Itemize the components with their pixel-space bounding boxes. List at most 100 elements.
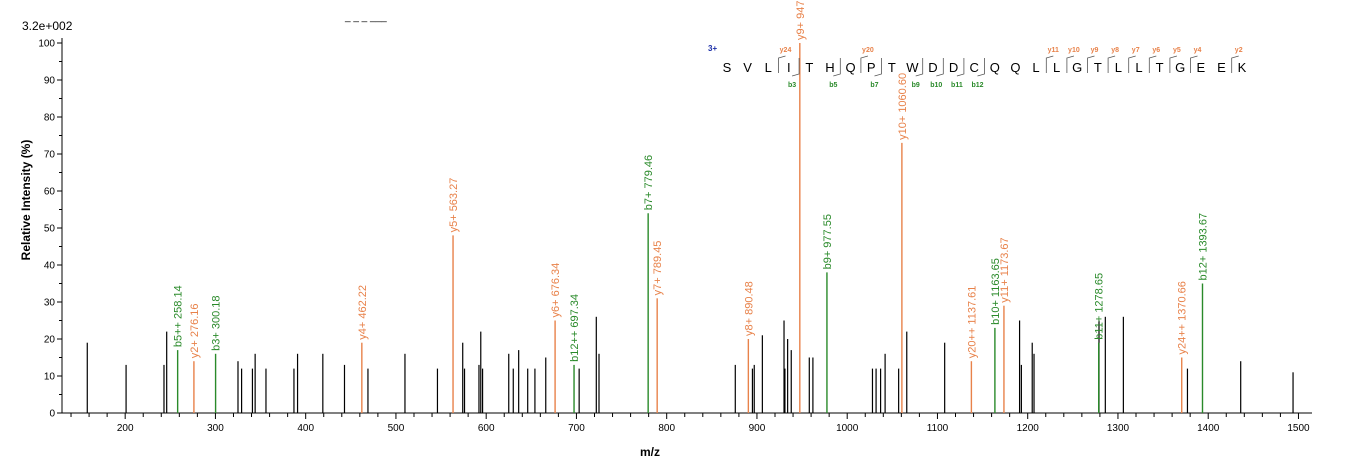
x-tick-label: 1200 [1017, 423, 1040, 434]
sequence-residue: L [765, 60, 772, 75]
axes-group: 0 10 20 30 40 50 60 70 80 90 100 200 300 400 500 600 700… [38, 38, 1312, 434]
x-tick-label: 500 [388, 423, 405, 434]
y-tick-label: 70 [44, 150, 56, 161]
x-tick-label: 1000 [836, 423, 859, 434]
y-ion-bracket [1107, 55, 1116, 73]
y-ion-label: y8 [1111, 47, 1119, 54]
y-ion-label: y6 [1152, 47, 1160, 54]
sequence-residue: H [825, 60, 834, 75]
peak-label: b5++ 258.14 [173, 285, 185, 347]
b-ion-label: b7 [870, 82, 878, 89]
y-ion-label: y9 [1091, 47, 1099, 54]
sequence-residue: T [1156, 60, 1164, 75]
b-ion-label: b3 [788, 82, 796, 89]
x-tick-label: 700 [568, 423, 585, 434]
b-ion-label: b12 [971, 82, 983, 89]
peak-label: y9+ 947.5 [795, 0, 807, 40]
y-ion-bracket [778, 55, 786, 73]
b-ion-label: b9 [912, 82, 920, 89]
x-tick-label: 400 [297, 423, 314, 434]
y-ion-bracket [1190, 55, 1198, 73]
max-intensity-label: 3.2e+002 [22, 19, 73, 33]
x-tick-label: 900 [749, 423, 766, 434]
sequence-residue: P [867, 60, 876, 75]
peak-label: y20++ 1137.61 [966, 286, 978, 359]
peak-label: b3+ 300.18 [211, 295, 223, 350]
b-ion-bracket [936, 58, 944, 77]
y-tick-label: 50 [44, 224, 56, 235]
x-tick-label: 800 [658, 423, 675, 434]
peak-label: b11+ 1278.65 [1094, 273, 1106, 340]
sequence-residue: G [1072, 60, 1082, 75]
x-axis-title: m/z [640, 445, 660, 459]
x-tick-label: 1300 [1107, 423, 1130, 434]
b-ion-label: b10 [930, 82, 942, 89]
sequence-residue: G [1175, 60, 1185, 75]
b-ion-bracket [977, 58, 985, 77]
peak-label: b10+ 1163.65 [990, 258, 1002, 325]
peak-label: y10+ 1060.60 [897, 73, 909, 140]
sequence-residue: S [723, 60, 732, 75]
sequence-residue: L [1053, 60, 1060, 75]
peak-label: b12++ 697.34 [569, 294, 581, 362]
x-tick-label: 300 [207, 423, 224, 434]
y-ion-bracket [1066, 55, 1075, 73]
sequence-residue: L [1135, 60, 1142, 75]
sequence-residue: Q [990, 60, 1000, 75]
peak-label: y11+ 1173.67 [999, 237, 1011, 302]
y-tick-label: 40 [44, 261, 56, 272]
sequence-residue: E [1217, 60, 1226, 75]
y-ion-bracket [1148, 55, 1157, 73]
y-ion-label: y4 [1194, 47, 1202, 54]
peak-label: y4+ 462.22 [357, 285, 369, 340]
peak-label: y8+ 890.48 [743, 281, 755, 336]
sequence-residue: D [928, 60, 937, 75]
peak-label: b7+ 779.46 [643, 155, 655, 210]
y-ion-label: y20 [862, 47, 874, 54]
y-tick-label: 20 [44, 335, 56, 346]
x-tick-label: 600 [478, 423, 495, 434]
peak-label: y24++ 1370.66 [1177, 281, 1189, 354]
y-ion-label: y5 [1173, 47, 1181, 54]
peak-label: b12+ 1393.67 [1197, 213, 1209, 281]
sequence-residue: I [787, 60, 791, 75]
y-tick-label: 90 [44, 76, 56, 87]
peak-label: b9+ 977.55 [822, 214, 834, 269]
peak-label: y6+ 676.34 [550, 263, 562, 318]
sequence-residue: C [970, 60, 979, 75]
sequence-residue: Q [846, 60, 856, 75]
y-axis-title: Relative Intensity (%) [19, 140, 33, 261]
header-artifact-text: _ _ _ ___ [344, 12, 387, 23]
y-tick-label: 30 [44, 298, 56, 309]
peaks-group [86, 43, 1294, 413]
sequence-residue: T [888, 60, 896, 75]
sequence-residue: E [1196, 60, 1205, 75]
y-tick-label: 100 [38, 39, 55, 50]
y-ion-bracket [1128, 55, 1136, 73]
y-ion-bracket [1045, 55, 1054, 73]
y-tick-label: 0 [49, 409, 55, 420]
b-ion-bracket [956, 58, 965, 77]
peak-label: y2+ 276.16 [189, 303, 201, 358]
sequence-residue: T [1094, 60, 1102, 75]
b-ion-bracket [791, 58, 800, 77]
x-tick-label: 200 [117, 423, 134, 434]
b-ion-label: b5 [829, 82, 837, 89]
y-ion-label: y2 [1235, 47, 1243, 54]
y-tick-label: 80 [44, 113, 56, 124]
sequence-residue: L [1032, 60, 1039, 75]
peak-label: y7+ 789.45 [652, 241, 664, 296]
y-ion-label: y7 [1132, 47, 1140, 54]
y-tick-label: 10 [44, 372, 56, 383]
y-ion-label: y24 [780, 47, 792, 54]
sequence-residue: W [906, 60, 919, 75]
sequence-residue: V [743, 60, 752, 75]
y-ion-bracket [1169, 55, 1178, 73]
sequence-residue: L [1115, 60, 1122, 75]
sequence-residue: T [805, 60, 813, 75]
b-ion-label: b11 [951, 82, 963, 89]
y-ion-bracket [1087, 55, 1095, 73]
x-tick-label: 1500 [1287, 423, 1310, 434]
y-ion-bracket [860, 55, 869, 73]
